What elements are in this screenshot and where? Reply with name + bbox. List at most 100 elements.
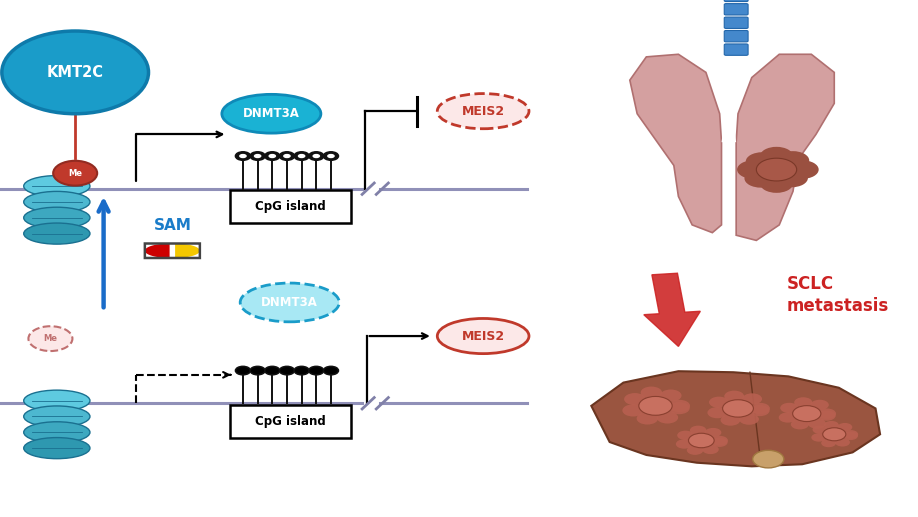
Circle shape — [690, 425, 706, 435]
Circle shape — [708, 407, 727, 418]
Circle shape — [812, 425, 827, 434]
FancyBboxPatch shape — [724, 31, 748, 42]
Circle shape — [790, 419, 809, 430]
Circle shape — [297, 154, 306, 158]
Ellipse shape — [24, 191, 90, 212]
Circle shape — [660, 389, 681, 402]
Text: MEIS2: MEIS2 — [462, 104, 505, 118]
Circle shape — [268, 154, 276, 158]
Circle shape — [737, 160, 770, 179]
Circle shape — [750, 405, 769, 416]
Circle shape — [279, 367, 295, 375]
Circle shape — [812, 433, 826, 442]
Circle shape — [843, 432, 858, 440]
Circle shape — [753, 450, 784, 468]
Text: SCLC
metastasis: SCLC metastasis — [787, 275, 889, 315]
Circle shape — [811, 400, 829, 410]
Circle shape — [327, 154, 335, 158]
Circle shape — [760, 147, 793, 165]
Text: Me: Me — [68, 169, 83, 178]
Circle shape — [253, 154, 262, 158]
Circle shape — [294, 367, 309, 375]
FancyBboxPatch shape — [230, 190, 351, 223]
Ellipse shape — [437, 318, 529, 354]
Circle shape — [724, 391, 744, 402]
Circle shape — [844, 430, 858, 438]
Circle shape — [239, 154, 247, 158]
Circle shape — [641, 387, 662, 399]
Circle shape — [308, 367, 324, 375]
Text: CpG island: CpG island — [255, 415, 326, 428]
Circle shape — [739, 414, 759, 425]
Circle shape — [283, 154, 291, 158]
Circle shape — [312, 154, 320, 158]
Circle shape — [639, 397, 672, 415]
FancyBboxPatch shape — [724, 4, 748, 15]
Circle shape — [786, 160, 819, 179]
Circle shape — [622, 404, 644, 417]
Circle shape — [668, 402, 689, 414]
Text: DNMT3A: DNMT3A — [262, 296, 319, 309]
Polygon shape — [630, 54, 722, 233]
Ellipse shape — [24, 223, 90, 244]
Polygon shape — [644, 273, 700, 346]
Circle shape — [688, 433, 714, 448]
Circle shape — [624, 393, 645, 405]
Circle shape — [702, 445, 719, 454]
Circle shape — [835, 438, 850, 447]
Circle shape — [818, 408, 836, 419]
Polygon shape — [591, 371, 880, 466]
Circle shape — [760, 174, 793, 193]
Circle shape — [323, 367, 339, 375]
Circle shape — [636, 413, 658, 424]
Circle shape — [323, 152, 339, 160]
Circle shape — [780, 403, 799, 413]
Ellipse shape — [24, 406, 90, 427]
Circle shape — [53, 161, 97, 186]
Ellipse shape — [24, 437, 90, 459]
Ellipse shape — [241, 283, 340, 322]
Circle shape — [264, 152, 280, 160]
Circle shape — [235, 367, 251, 375]
Circle shape — [823, 428, 845, 441]
Polygon shape — [145, 244, 170, 258]
Circle shape — [722, 400, 754, 417]
Text: CpG island: CpG island — [255, 200, 326, 214]
Polygon shape — [175, 244, 200, 258]
FancyBboxPatch shape — [724, 0, 748, 2]
Circle shape — [744, 169, 778, 188]
Circle shape — [745, 152, 778, 171]
Circle shape — [677, 431, 694, 440]
Text: KMT2C: KMT2C — [47, 65, 104, 80]
Ellipse shape — [24, 422, 90, 443]
Circle shape — [705, 428, 722, 437]
Circle shape — [250, 152, 265, 160]
Circle shape — [756, 158, 797, 181]
Circle shape — [777, 151, 810, 170]
Circle shape — [2, 31, 149, 114]
Circle shape — [676, 439, 692, 449]
Polygon shape — [736, 54, 834, 240]
Ellipse shape — [222, 94, 321, 133]
Text: SAM: SAM — [153, 218, 191, 234]
Circle shape — [792, 406, 821, 421]
FancyBboxPatch shape — [724, 44, 748, 55]
Circle shape — [235, 152, 251, 160]
FancyBboxPatch shape — [724, 17, 748, 28]
Circle shape — [711, 436, 728, 445]
Circle shape — [775, 169, 808, 187]
Circle shape — [656, 412, 678, 423]
Circle shape — [743, 393, 762, 404]
Circle shape — [818, 410, 835, 421]
Circle shape — [279, 152, 295, 160]
Circle shape — [668, 400, 690, 412]
Ellipse shape — [24, 207, 90, 229]
Circle shape — [264, 367, 280, 375]
Circle shape — [711, 437, 728, 447]
Text: DNMT3A: DNMT3A — [243, 107, 300, 120]
Circle shape — [709, 397, 729, 408]
Circle shape — [822, 439, 836, 447]
Circle shape — [824, 421, 839, 429]
Circle shape — [721, 415, 741, 425]
Ellipse shape — [24, 176, 90, 196]
